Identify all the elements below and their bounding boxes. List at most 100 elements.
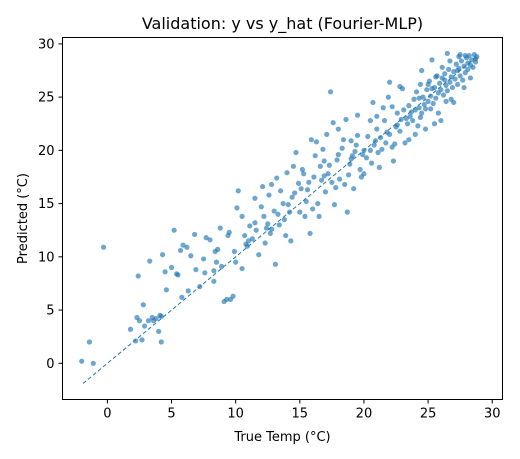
data-point	[202, 270, 208, 276]
data-point	[142, 323, 148, 329]
data-point	[322, 189, 329, 195]
data-point	[448, 74, 454, 80]
data-point	[460, 77, 466, 83]
data-point	[267, 230, 273, 237]
data-point	[266, 192, 272, 198]
data-point	[354, 112, 361, 118]
x-tick-label: 15	[292, 407, 309, 422]
data-point	[412, 131, 418, 137]
data-point	[413, 89, 420, 95]
x-tick-label: 25	[420, 407, 437, 422]
data-point	[133, 338, 139, 344]
data-point	[272, 261, 279, 267]
data-point	[425, 81, 431, 87]
data-point	[289, 194, 295, 200]
data-point	[408, 109, 415, 115]
data-point	[239, 265, 245, 272]
data-point	[288, 238, 294, 244]
data-point	[136, 318, 143, 324]
y-tick-label: 30	[38, 37, 55, 52]
data-point	[231, 248, 237, 255]
points-layer	[79, 50, 480, 366]
data-point	[281, 216, 288, 223]
y-axis-label: Predicted (°C)	[16, 173, 31, 264]
data-point	[390, 158, 397, 164]
y-tick-label: 10	[38, 250, 55, 265]
chart-title: Validation: y vs y_hat (Fourier-MLP)	[142, 14, 423, 34]
data-point	[425, 98, 431, 104]
data-point	[316, 213, 322, 219]
data-point	[180, 242, 186, 248]
x-tick-label: 0	[103, 407, 111, 422]
data-point	[330, 120, 336, 126]
data-point	[378, 134, 384, 141]
data-point	[397, 83, 403, 90]
data-point	[321, 158, 327, 164]
data-point	[376, 164, 382, 170]
data-point	[392, 141, 398, 147]
data-point	[404, 121, 411, 127]
data-point	[247, 223, 253, 229]
data-point	[331, 202, 338, 208]
data-point	[298, 186, 304, 192]
data-point	[344, 209, 350, 215]
y-tick-label: 20	[38, 144, 55, 159]
data-point	[262, 240, 268, 246]
data-point	[394, 110, 400, 116]
data-point	[201, 256, 207, 262]
data-point	[226, 229, 232, 235]
data-point	[329, 179, 335, 185]
data-point	[384, 129, 390, 135]
data-point	[86, 339, 93, 345]
data-point	[374, 113, 380, 119]
data-point	[177, 247, 184, 254]
plot-frame	[62, 37, 503, 400]
data-point	[421, 101, 427, 108]
data-point	[258, 204, 264, 210]
data-point	[354, 132, 361, 139]
data-point	[218, 263, 225, 270]
data-point	[252, 195, 258, 201]
data-point	[297, 209, 303, 215]
data-point	[406, 103, 412, 109]
data-point	[274, 175, 280, 181]
data-point	[343, 116, 349, 123]
data-point	[348, 138, 354, 144]
data-point	[90, 360, 96, 366]
data-point	[415, 123, 421, 129]
data-point	[433, 74, 439, 80]
data-point	[444, 88, 450, 94]
data-point	[340, 137, 347, 143]
data-point	[389, 104, 395, 110]
data-point	[213, 259, 220, 265]
data-point	[462, 53, 468, 59]
data-point	[302, 213, 308, 219]
data-point	[458, 58, 465, 64]
data-point	[465, 60, 471, 66]
data-point	[472, 56, 479, 62]
data-point	[446, 66, 452, 73]
data-point	[461, 84, 467, 91]
data-point	[349, 153, 356, 159]
data-point	[276, 222, 282, 228]
data-point	[367, 147, 373, 153]
data-point	[292, 190, 298, 196]
data-point	[419, 110, 425, 116]
data-point	[397, 128, 403, 134]
data-point	[303, 198, 309, 205]
data-point	[335, 152, 341, 158]
data-point	[277, 188, 284, 194]
data-point	[230, 293, 236, 299]
data-point	[249, 236, 255, 242]
x-axis-label: True Temp (°C)	[233, 430, 330, 445]
x-tick-label: 20	[356, 407, 373, 422]
data-point	[417, 81, 423, 87]
data-point	[429, 86, 435, 92]
data-point	[149, 314, 155, 321]
data-point	[233, 259, 239, 265]
data-point	[357, 166, 363, 173]
data-point	[433, 95, 439, 101]
data-point	[162, 269, 168, 275]
data-point	[465, 66, 471, 73]
